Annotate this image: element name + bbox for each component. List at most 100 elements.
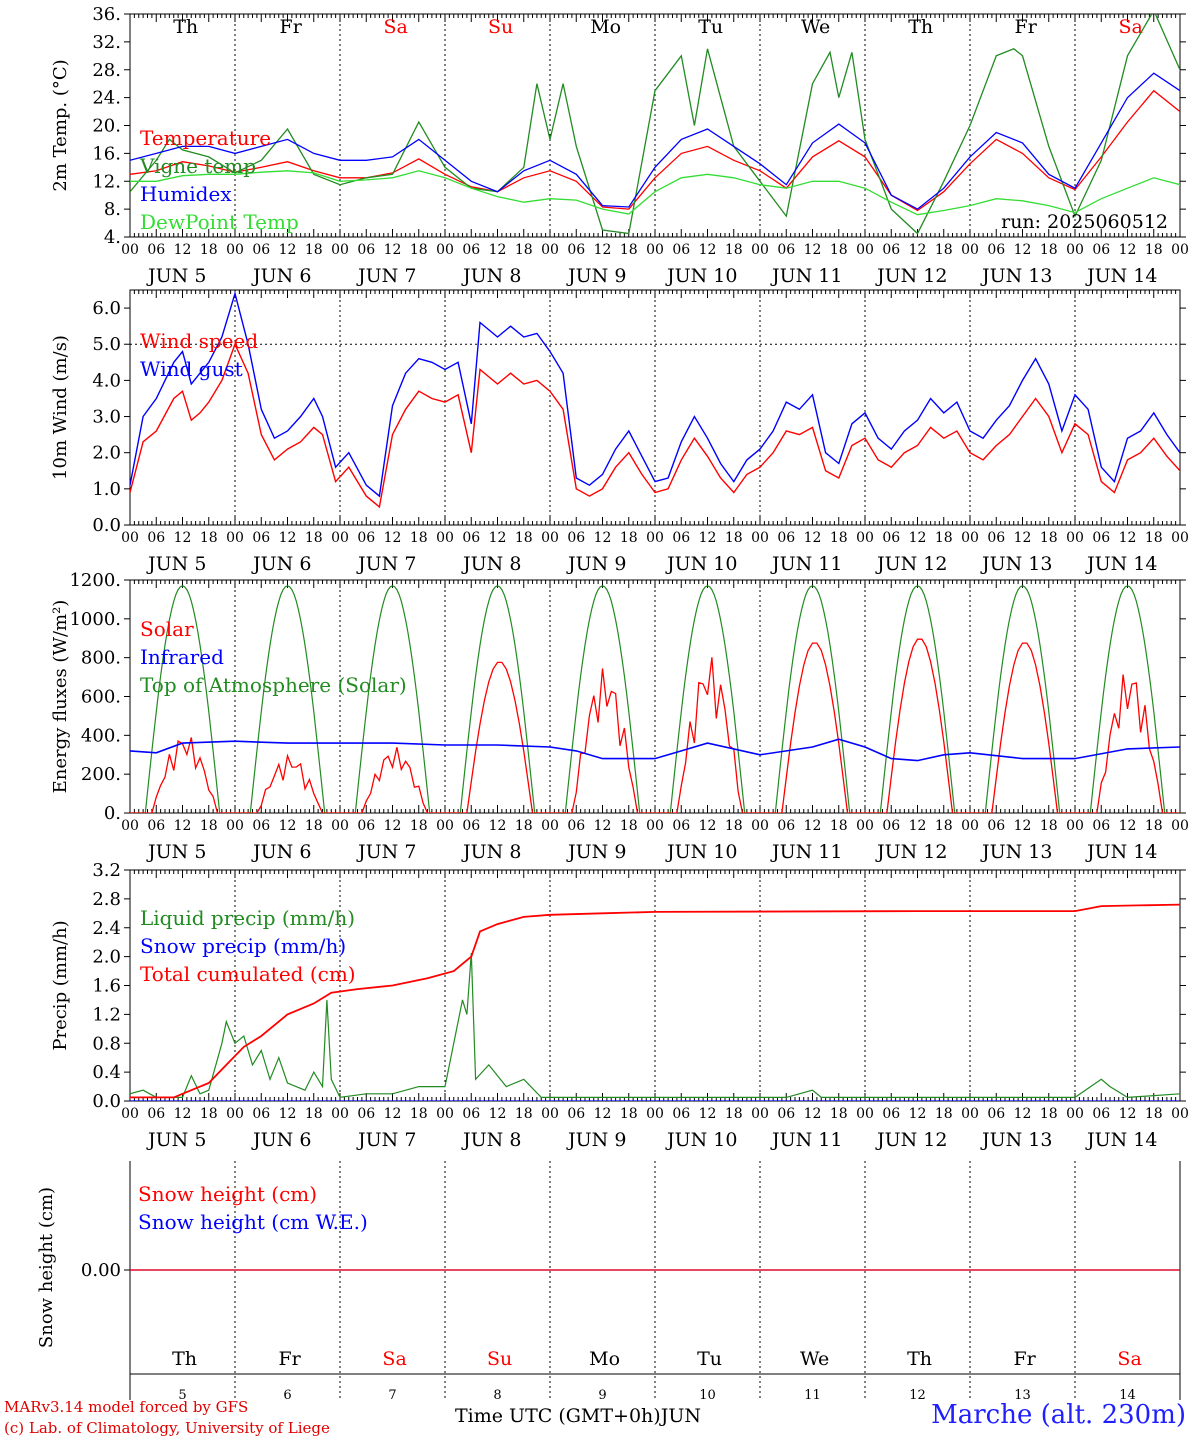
- date-label: JUN 12: [875, 841, 947, 863]
- hour-label: 06: [882, 1106, 900, 1122]
- y-tick-label: 800.: [81, 648, 121, 669]
- hour-label: 12: [174, 818, 192, 834]
- month-label: JUN: [660, 1405, 701, 1427]
- hour-label: 00: [961, 530, 979, 546]
- hour-label: 00: [646, 818, 664, 834]
- hour-label: 00: [226, 818, 244, 834]
- meteogram: 4. 8. 12. 16. 20. 24. 28. 32. 36. 2m Temp. (°C) Th…: [36, 4, 1189, 1400]
- hour-label: 00: [751, 530, 769, 546]
- date-label: JUN 14: [1085, 1129, 1157, 1151]
- hour-label: 00: [1066, 1106, 1084, 1122]
- hour-label: 18: [725, 818, 743, 834]
- hour-label: 18: [305, 530, 323, 546]
- hour-label: 18: [1040, 530, 1058, 546]
- hour-label: 18: [830, 530, 848, 546]
- weekday-label: Su: [487, 1348, 512, 1370]
- hour-label: 18: [725, 1106, 743, 1122]
- hour-label: 18: [515, 1106, 533, 1122]
- legend-infrared: Infrared: [140, 645, 224, 669]
- y-tick-label: 2.0: [92, 443, 121, 464]
- hour-label: 06: [147, 1106, 165, 1122]
- weekday-label: Th: [907, 1348, 932, 1370]
- hour-label: 18: [200, 242, 218, 258]
- legend-top-of-atmosphere-solar-: Top of Atmosphere (Solar): [140, 673, 407, 697]
- date-label: JUN 7: [356, 553, 416, 575]
- y-tick-label: 32.: [92, 32, 121, 53]
- legend-humidex: Humidex: [140, 182, 232, 206]
- day-number: 8: [493, 1388, 501, 1400]
- date-label: JUN 11: [770, 1129, 842, 1151]
- hour-label: 06: [252, 1106, 270, 1122]
- y-tick-label: 0.8: [92, 1033, 121, 1054]
- hour-label: 18: [1040, 818, 1058, 834]
- hour-label: 00: [1171, 530, 1189, 546]
- hour-label: 06: [987, 818, 1005, 834]
- date-label: JUN 5: [146, 841, 206, 863]
- hour-label: 18: [830, 242, 848, 258]
- hour-label: 06: [1092, 530, 1110, 546]
- hour-label: 18: [200, 1106, 218, 1122]
- hour-label: 00: [226, 242, 244, 258]
- date-label: JUN 14: [1085, 265, 1157, 287]
- day-number: 14: [1119, 1388, 1136, 1400]
- date-label: JUN 8: [461, 265, 521, 287]
- y-tick-label: 24.: [92, 88, 121, 109]
- date-label: JUN 10: [665, 553, 737, 575]
- hour-label: 06: [147, 818, 165, 834]
- hour-label: 18: [725, 530, 743, 546]
- hour-label: 18: [935, 1106, 953, 1122]
- x-axis-label: Time UTC (GMT+0h): [455, 1405, 661, 1427]
- hour-label: 00: [541, 1106, 559, 1122]
- hour-label: 18: [410, 242, 428, 258]
- date-label: JUN 14: [1085, 553, 1157, 575]
- y-tick-label: 1200.: [69, 570, 121, 591]
- date-label: JUN 11: [770, 841, 842, 863]
- hour-label: 06: [567, 242, 585, 258]
- hour-label: 12: [1014, 818, 1032, 834]
- hour-label: 00: [541, 242, 559, 258]
- series-line: [130, 638, 1180, 813]
- weekday-label: Fr: [278, 1348, 301, 1370]
- hour-label: 12: [594, 242, 612, 258]
- hour-label: 12: [384, 1106, 402, 1122]
- date-label: JUN 6: [251, 553, 311, 575]
- hour-label: 00: [1171, 1106, 1189, 1122]
- y-tick-label: 0.0: [92, 515, 121, 536]
- hour-label: 18: [620, 530, 638, 546]
- day-number: 13: [1014, 1388, 1031, 1400]
- hour-label: 12: [489, 1106, 507, 1122]
- hour-label: 00: [646, 1106, 664, 1122]
- hour-label: 06: [987, 530, 1005, 546]
- legend-wind-speed: Wind speed: [140, 329, 258, 353]
- date-label: JUN 5: [146, 553, 206, 575]
- hour-label: 06: [1092, 1106, 1110, 1122]
- hour-label: 06: [882, 242, 900, 258]
- model-credit: MARv3.14 model forced by GFS: [4, 1398, 249, 1416]
- hour-label: 06: [987, 242, 1005, 258]
- date-label: JUN 9: [566, 265, 626, 287]
- date-label: JUN 5: [146, 265, 206, 287]
- hour-label: 12: [909, 818, 927, 834]
- run-label: run: 2025060512: [1001, 211, 1168, 233]
- hour-label: 18: [305, 242, 323, 258]
- hour-label: 12: [909, 242, 927, 258]
- hour-label: 00: [646, 242, 664, 258]
- x-axis-title: Time UTC (GMT+0h)JUN: [455, 1405, 701, 1427]
- hour-label: 06: [567, 530, 585, 546]
- series-line: [130, 738, 1180, 762]
- hour-label: 06: [357, 530, 375, 546]
- hour-label: 12: [279, 242, 297, 258]
- weekday-label: Sa: [383, 16, 407, 38]
- legend-dewpoint-temp: DewPoint Temp: [140, 210, 299, 234]
- hour-label: 18: [200, 530, 218, 546]
- weekday-label: Sa: [1118, 16, 1142, 38]
- weekday-label: Fr: [1015, 16, 1038, 38]
- hour-label: 06: [252, 530, 270, 546]
- day-number: 11: [804, 1388, 821, 1400]
- date-label: JUN 12: [875, 553, 947, 575]
- series-line: [130, 14, 1180, 235]
- hour-label: 12: [489, 530, 507, 546]
- y-tick-label: 3.2: [92, 860, 121, 881]
- hour-label: 18: [1145, 530, 1163, 546]
- hour-label: 12: [489, 242, 507, 258]
